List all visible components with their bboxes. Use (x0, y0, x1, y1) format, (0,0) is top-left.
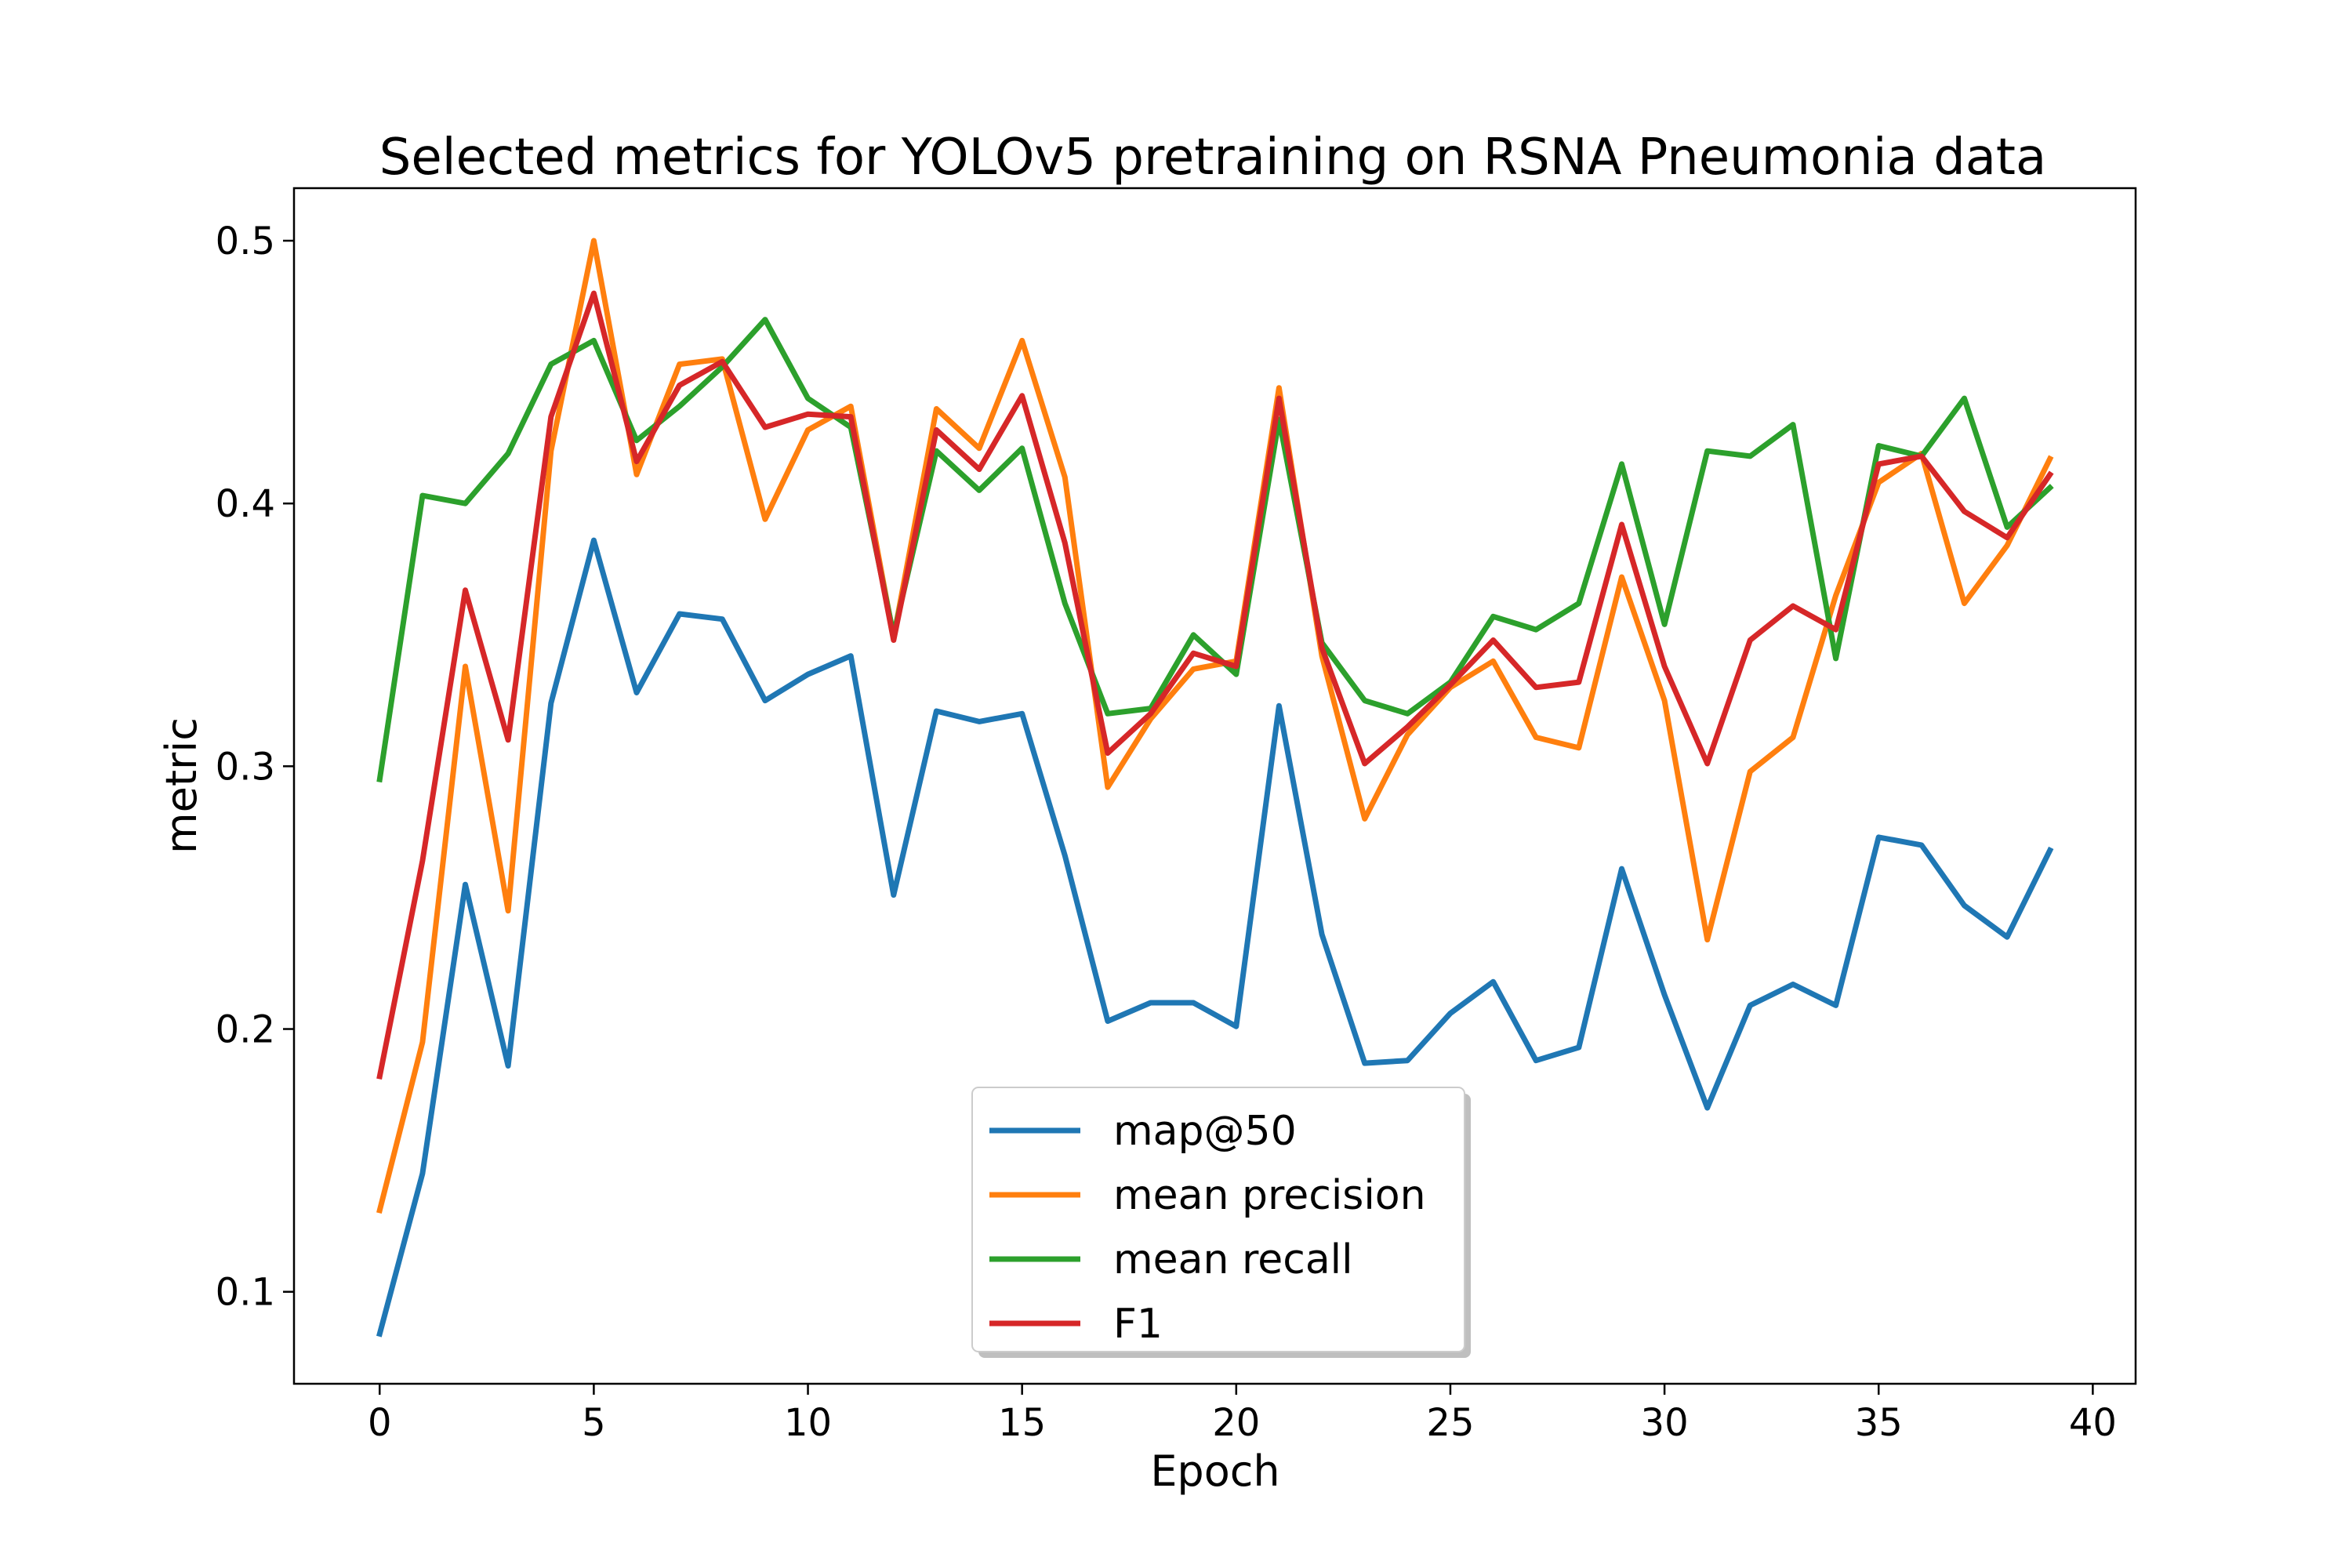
y-tick-label: 0.4 (216, 482, 275, 526)
legend-label: F1 (1113, 1301, 1163, 1348)
legend-label: mean recall (1113, 1236, 1353, 1283)
x-tick-label: 35 (1855, 1401, 1903, 1445)
y-tick-label: 0.3 (216, 745, 275, 789)
x-tick-label: 25 (1426, 1401, 1474, 1445)
y-axis-label: metric (157, 717, 206, 854)
y-tick-label: 0.2 (216, 1008, 275, 1052)
series-line-f1 (376, 290, 2054, 1080)
chart-title: Selected metrics for YOLOv5 pretraining … (379, 129, 2046, 187)
x-axis: 0 5 10 15 20 25 30 35 40 (368, 1384, 2117, 1445)
plot-area (376, 238, 2054, 1338)
series-line-mean-precision (376, 238, 2054, 1214)
legend-box (971, 1087, 1465, 1352)
y-tick-label: 0.5 (216, 220, 275, 263)
legend: map@50 mean precision mean recall F1 (971, 1087, 1471, 1358)
legend-label: mean precision (1113, 1172, 1426, 1219)
x-axis-label: Epoch (1150, 1446, 1279, 1496)
y-tick-label: 0.1 (216, 1271, 275, 1315)
x-tick-label: 5 (582, 1401, 606, 1445)
x-tick-label: 40 (2069, 1401, 2117, 1445)
x-tick-label: 30 (1641, 1401, 1689, 1445)
legend-label: map@50 (1113, 1108, 1297, 1155)
plot-frame (292, 187, 2137, 1385)
x-tick-label: 0 (368, 1401, 392, 1445)
x-tick-label: 15 (998, 1401, 1046, 1445)
x-tick-label: 20 (1212, 1401, 1260, 1445)
y-axis: 0.1 0.2 0.3 0.4 0.5 (216, 220, 294, 1315)
series-line-map-50 (376, 537, 2054, 1338)
x-tick-label: 10 (784, 1401, 832, 1445)
